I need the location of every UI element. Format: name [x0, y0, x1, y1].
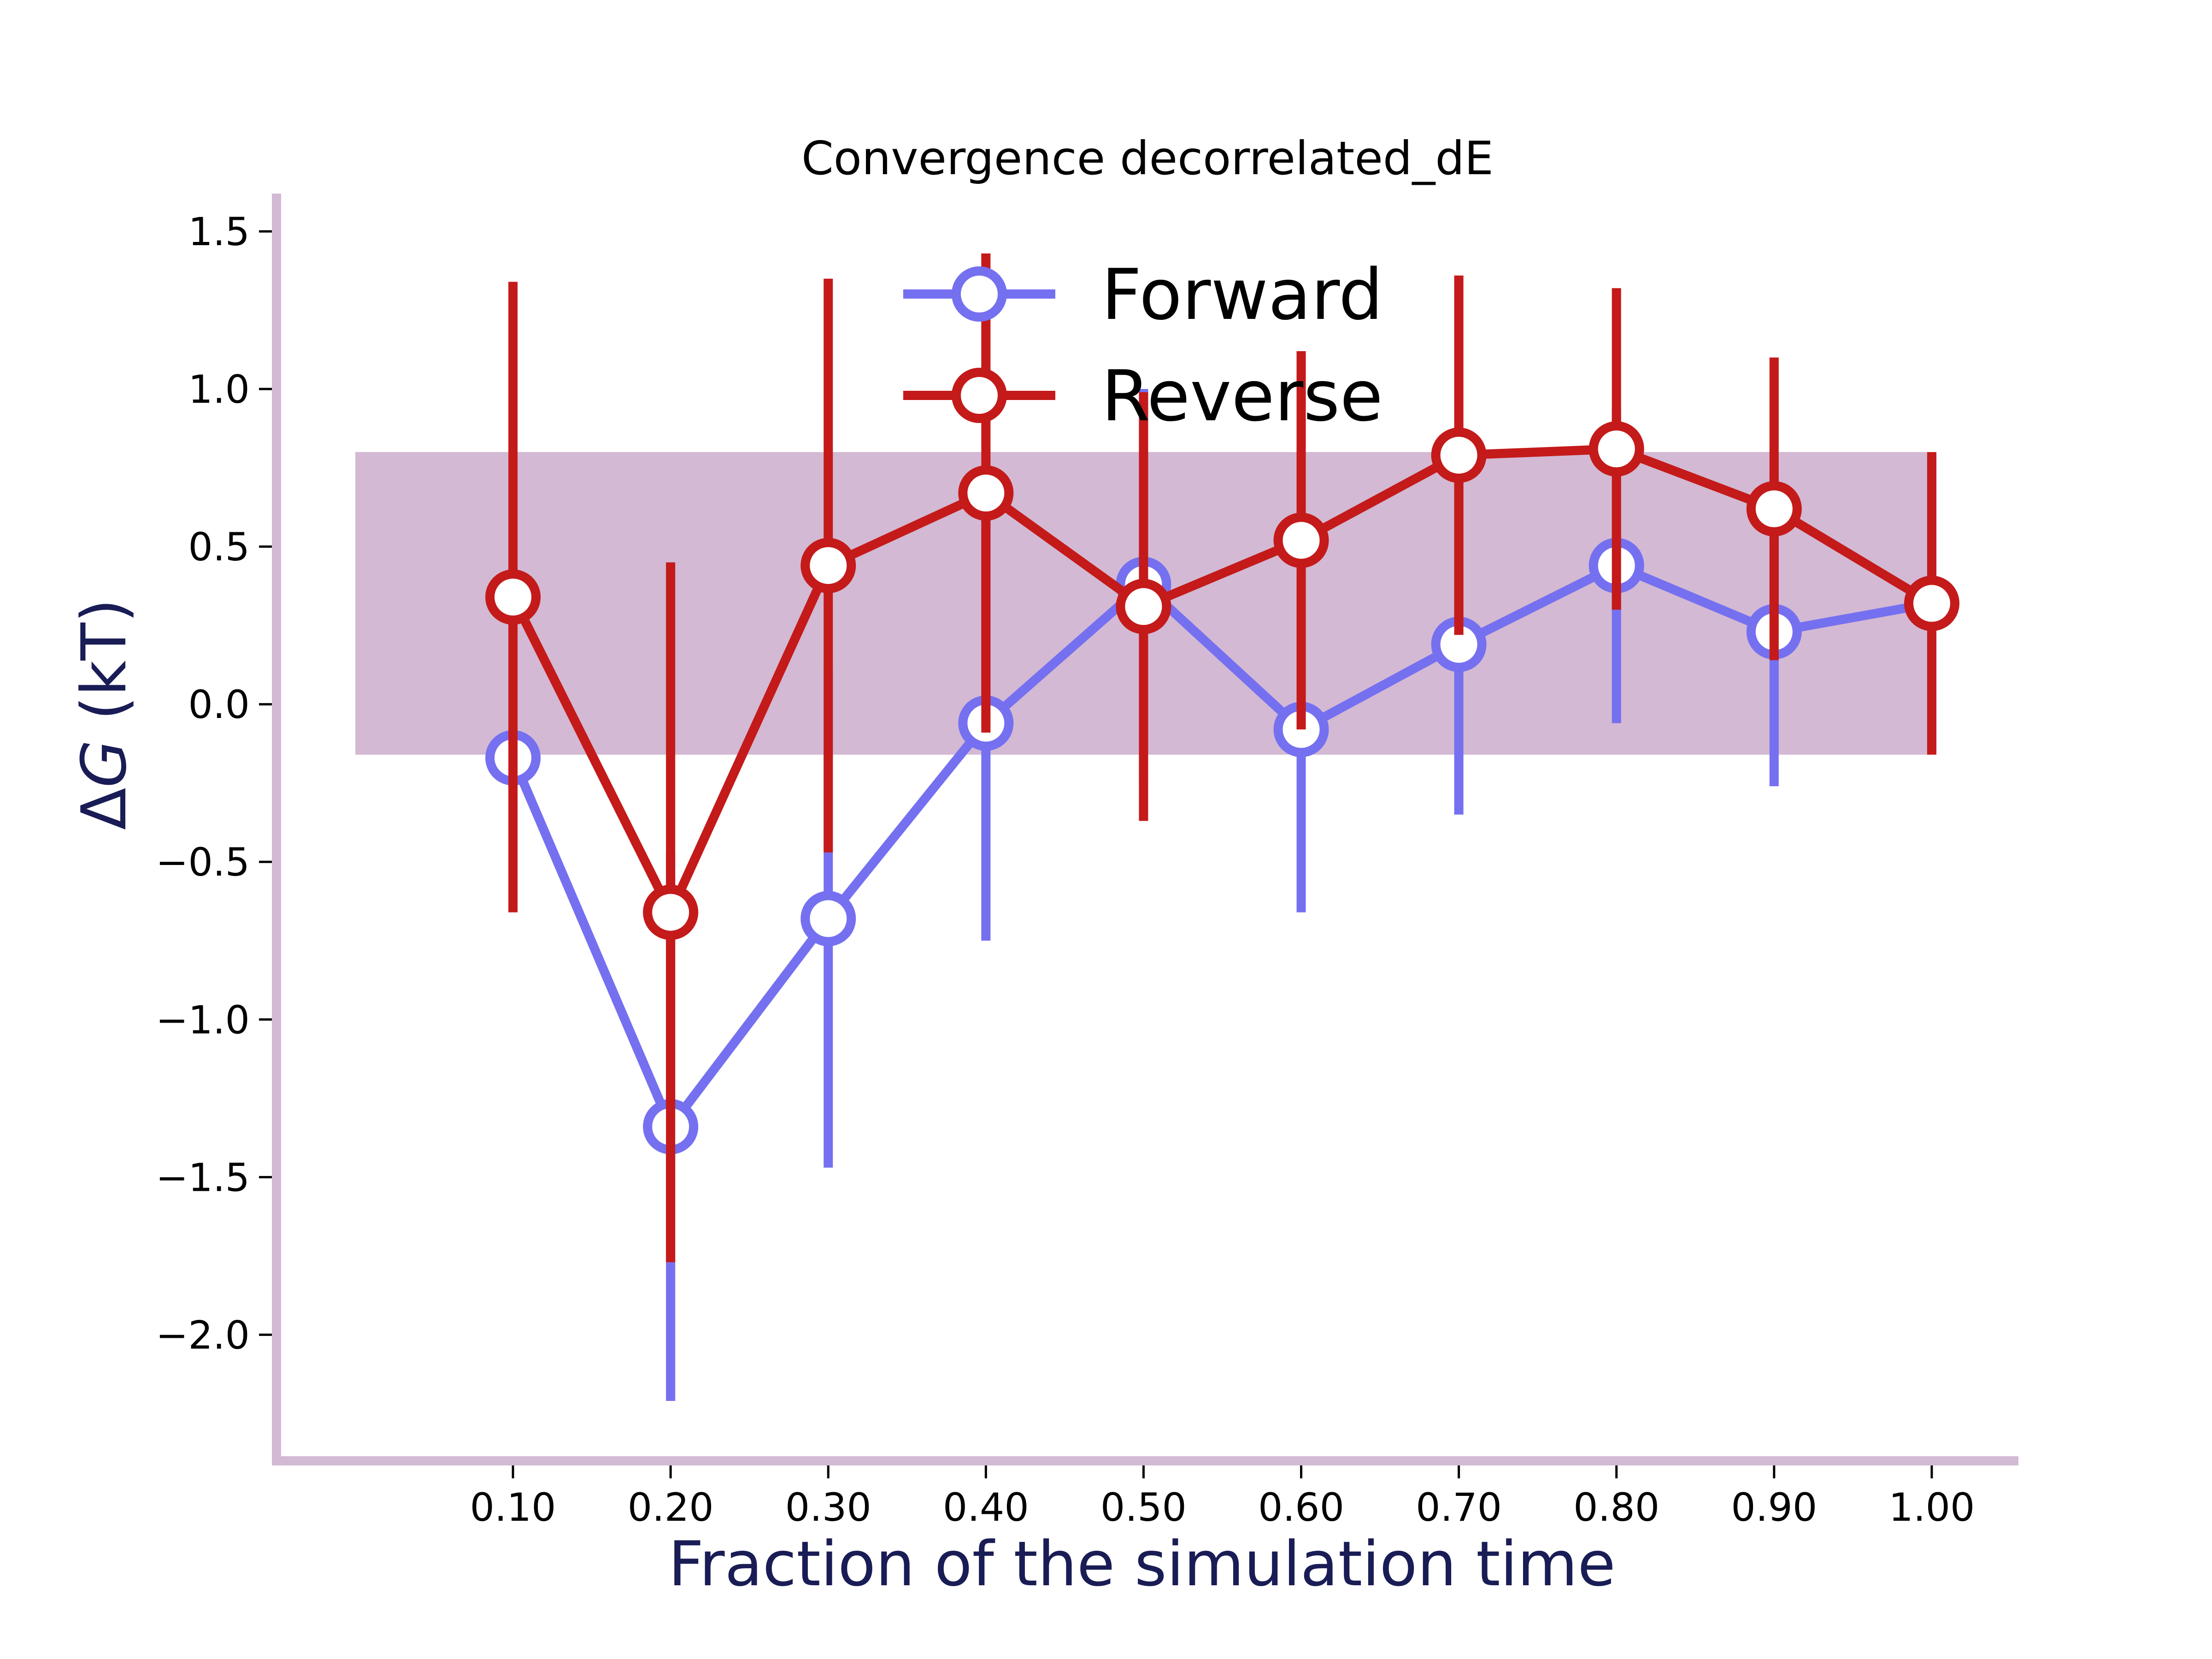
series-layer	[485, 253, 1959, 1401]
y-tick-label: 1.0	[188, 367, 250, 412]
x-tick-label: 0.50	[1100, 1485, 1187, 1530]
y-tick-label: 0.0	[188, 682, 250, 727]
reverse-point	[1746, 481, 1802, 537]
y-axis-label-unit: (kT)	[68, 599, 140, 740]
x-tick-label: 0.10	[470, 1485, 556, 1530]
x-tick-label: 0.30	[785, 1485, 871, 1530]
reverse-point	[643, 884, 699, 940]
x-tick-label: 0.40	[943, 1485, 1029, 1530]
x-tick-label: 0.90	[1731, 1485, 1817, 1530]
reverse-point	[1904, 576, 1959, 631]
reverse-point	[958, 465, 1014, 521]
y-tick-label: 1.5	[188, 209, 250, 254]
y-axis-label: ΔG (kT)	[68, 599, 140, 830]
chart-title: Convergence decorrelated_dE	[801, 131, 1494, 185]
y-tick-label: 0.5	[188, 524, 250, 570]
reverse-point	[1588, 421, 1644, 477]
x-axis-label: Fraction of the simulation time	[668, 1528, 1616, 1600]
forward-point	[800, 891, 856, 947]
x-tick-label: 0.70	[1416, 1485, 1502, 1530]
legend: Forward Reverse	[903, 254, 1383, 437]
reverse-point	[1273, 512, 1329, 568]
y-tick-label: −0.5	[156, 840, 250, 885]
forward-line	[508, 561, 1933, 1131]
y-tick-label: −1.0	[156, 997, 250, 1042]
legend-label-forward: Forward	[1101, 254, 1383, 335]
reverse-point	[1431, 427, 1487, 483]
x-tick-label: 0.60	[1258, 1485, 1344, 1530]
reverse-point	[485, 569, 541, 625]
axes-layer: −2.0 −1.5 −1.0 −0.5 0.0 0.5 1.0 1.5 0.10 0.20 0.30…	[156, 194, 2018, 1530]
reverse-point	[1116, 579, 1171, 635]
legend-label-reverse: Reverse	[1101, 355, 1383, 437]
series-reverse	[485, 253, 1959, 1263]
legend-item-reverse: Reverse	[903, 355, 1383, 437]
y-axis-label-delta: Δ	[68, 788, 140, 830]
legend-marker-reverse	[952, 368, 1007, 423]
x-tick-label: 0.20	[628, 1485, 714, 1530]
legend-item-forward: Forward	[903, 254, 1383, 335]
reverse-point	[800, 538, 856, 594]
y-axis-label-symbol: G	[68, 740, 140, 788]
x-tick-label: 0.80	[1573, 1485, 1659, 1530]
y-tick-label: −1.5	[156, 1155, 250, 1200]
x-tick-label: 1.00	[1888, 1485, 1975, 1530]
y-tick-label: −2.0	[156, 1312, 250, 1358]
reverse-line	[509, 444, 1934, 917]
legend-marker-forward	[952, 266, 1007, 322]
